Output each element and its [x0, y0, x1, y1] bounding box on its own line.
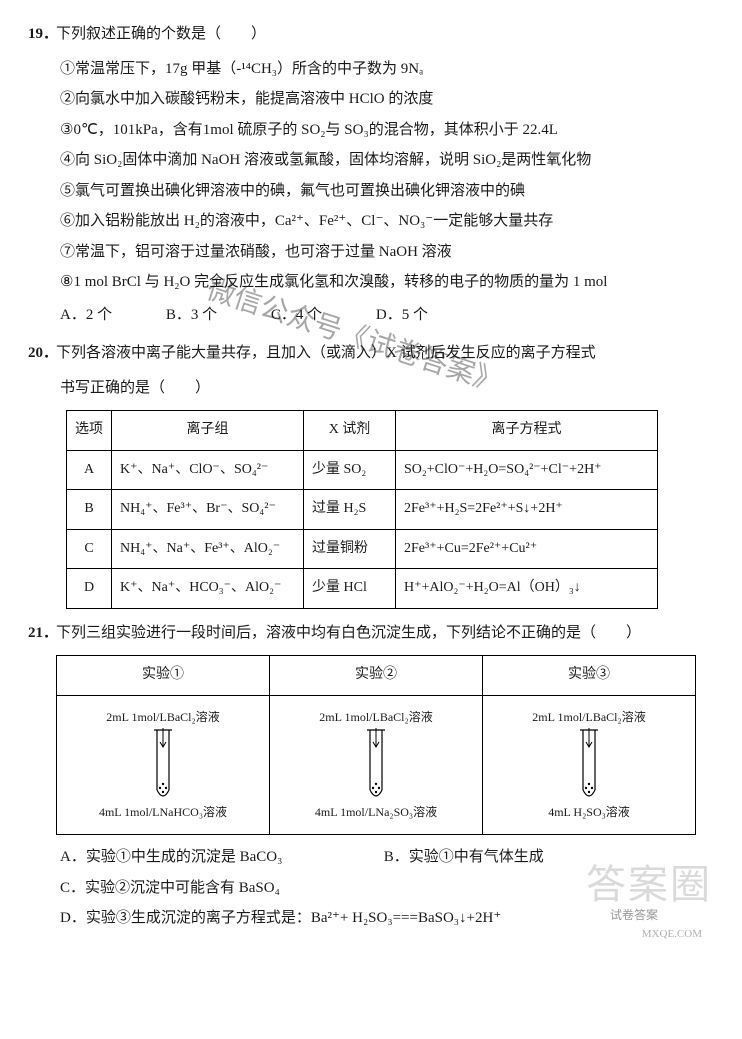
table-header-row: 选项 离子组 X 试剂 离子方程式	[67, 411, 658, 451]
q21-opt-a: A．实验①中生成的沉淀是 BaCO₃	[60, 843, 380, 872]
table-row: C NH₄⁺、Na⁺、Fe³⁺、AlO₂⁻ 过量铜粉 2Fe³⁺+Cu=2Fe²…	[67, 529, 658, 569]
q19-s4: ④向 SiO₂固体中滴加 NaOH 溶液或氢氟酸，固体均溶解，说明 SiO₂是两…	[60, 146, 714, 175]
cell-reagent: 少量 HCl	[304, 569, 396, 609]
cell-ions: NH₄⁺、Fe³⁺、Br⁻、SO₄²⁻	[112, 490, 304, 530]
cell-ions: NH₄⁺、Na⁺、Fe³⁺、AlO₂⁻	[112, 529, 304, 569]
cell-opt: B	[67, 490, 112, 530]
q21-options: A．实验①中生成的沉淀是 BaCO₃ B．实验①中有气体生成 C．实验②沉淀中可…	[60, 843, 714, 933]
q21-opt-b: B．实验①中有气体生成	[384, 843, 544, 872]
q19-stem: 下列叙述正确的个数是（ ）	[56, 26, 266, 42]
q21-opt-c: C．实验②沉淀中可能含有 BaSO₄	[60, 874, 714, 903]
th-option: 选项	[67, 411, 112, 451]
q21-number: 21．	[28, 619, 56, 648]
cell-eq: H⁺+AlO₂⁻+H₂O=Al（OH）₃↓	[396, 569, 658, 609]
q19-opt-a: A．2 个	[60, 301, 112, 330]
th-reagent: X 试剂	[304, 411, 396, 451]
q20-stem-a: 下列各溶液中离子能大量共存，且加入（或滴入）X 试剂后发生反应的离子方程式	[56, 345, 596, 361]
diagram-3: 2mL 1mol/LBaCl₂溶液 4mL H₂SO₃溶液	[487, 700, 691, 830]
exp-head-2: 实验②	[270, 656, 483, 696]
q19-s7: ⑦常温下，铝可溶于过量浓硝酸，也可溶于过量 NaOH 溶液	[60, 238, 714, 267]
exp-head-3: 实验③	[483, 656, 696, 696]
exp-cell-2: 2mL 1mol/LBaCl₂溶液 4mL 1mol/LNa₂SO₃溶液	[270, 696, 483, 835]
ion-table: 选项 离子组 X 试剂 离子方程式 A K⁺、Na⁺、ClO⁻、SO₄²⁻ 少量…	[66, 410, 658, 609]
top-label-3: 2mL 1mol/LBaCl₂溶液	[532, 706, 645, 729]
q19-number: 19．	[28, 20, 56, 49]
q19-s2: ②向氯水中加入碳酸钙粉末，能提高溶液中 HClO 的浓度	[60, 85, 714, 114]
cell-reagent: 过量铜粉	[304, 529, 396, 569]
cell-ions: K⁺、Na⁺、ClO⁻、SO₄²⁻	[112, 450, 304, 490]
exp-head-1: 实验①	[57, 656, 270, 696]
th-ions: 离子组	[112, 411, 304, 451]
exp-cell-3: 2mL 1mol/LBaCl₂溶液 4mL H₂SO₃溶液	[483, 696, 696, 835]
cell-reagent: 过量 H₂S	[304, 490, 396, 530]
q19-options: A．2 个 B．3 个 C．4 个 D．5 个	[60, 301, 714, 330]
bot-label-3: 4mL H₂SO₃溶液	[548, 801, 630, 824]
q19-s3: ③0℃，101kPa，含有1mol 硫原子的 SO₂与 SO₃的混合物，其体积小…	[60, 116, 714, 145]
experiment-table: 实验① 实验② 实验③ 2mL 1mol/LBaCl₂溶液	[56, 655, 696, 835]
q19-opt-c: C．4 个	[271, 301, 322, 330]
cell-opt: D	[67, 569, 112, 609]
q19-opt-b: B．3 个	[166, 301, 217, 330]
exp-diagram-row: 2mL 1mol/LBaCl₂溶液 4mL 1mol/LNaHCO₃溶液	[57, 696, 696, 835]
q19-s1: ①常温常压下，17g 甲基（-¹⁴CH₃）所含的中子数为 9Nₐ	[60, 55, 714, 84]
cell-opt: C	[67, 529, 112, 569]
cell-reagent: 少量 SO₂	[304, 450, 396, 490]
q19-opt-d: D．5 个	[376, 301, 428, 330]
table-row: A K⁺、Na⁺、ClO⁻、SO₄²⁻ 少量 SO₂ SO₂+ClO⁻+H₂O=…	[67, 450, 658, 490]
exp-cell-1: 2mL 1mol/LBaCl₂溶液 4mL 1mol/LNaHCO₃溶液	[57, 696, 270, 835]
question-20: 20．下列各溶液中离子能大量共存，且加入（或滴入）X 试剂后发生反应的离子方程式	[28, 339, 714, 368]
test-tube-icon	[148, 728, 178, 808]
question-21: 21．下列三组实验进行一段时间后，溶液中均有白色沉淀生成，下列结论不正确的是（ …	[28, 619, 714, 648]
q20-stem-b: 书写正确的是（ ）	[60, 374, 714, 403]
cell-ions: K⁺、Na⁺、HCO₃⁻、AlO₂⁻	[112, 569, 304, 609]
bot-label-1: 4mL 1mol/LNaHCO₃溶液	[99, 801, 227, 824]
test-tube-icon	[361, 728, 391, 808]
test-tube-icon	[574, 728, 604, 808]
q21-opt-d: D．实验③生成沉淀的离子方程式是：Ba²⁺+ H₂SO₃===BaSO₃↓+2H…	[60, 904, 714, 933]
q20-number: 20．	[28, 339, 56, 368]
table-row: B NH₄⁺、Fe³⁺、Br⁻、SO₄²⁻ 过量 H₂S 2Fe³⁺+H₂S=2…	[67, 490, 658, 530]
th-equation: 离子方程式	[396, 411, 658, 451]
cell-eq: SO₂+ClO⁻+H₂O=SO₄²⁻+Cl⁻+2H⁺	[396, 450, 658, 490]
q19-s5: ⑤氯气可置换出碘化钾溶液中的碘，氟气也可置换出碘化钾溶液中的碘	[60, 177, 714, 206]
q21-stem: 下列三组实验进行一段时间后，溶液中均有白色沉淀生成，下列结论不正确的是（ ）	[56, 625, 641, 641]
q19-s6: ⑥加入铝粉能放出 H₂的溶液中，Ca²⁺、Fe²⁺、Cl⁻、NO₃⁻一定能够大量…	[60, 207, 714, 236]
cell-eq: 2Fe³⁺+H₂S=2Fe²⁺+S↓+2H⁺	[396, 490, 658, 530]
diagram-2: 2mL 1mol/LBaCl₂溶液 4mL 1mol/LNa₂SO₃溶液	[274, 700, 478, 830]
table-row: D K⁺、Na⁺、HCO₃⁻、AlO₂⁻ 少量 HCl H⁺+AlO₂⁻+H₂O…	[67, 569, 658, 609]
cell-opt: A	[67, 450, 112, 490]
bot-label-2: 4mL 1mol/LNa₂SO₃溶液	[315, 801, 437, 824]
question-19: 19．下列叙述正确的个数是（ ）	[28, 20, 714, 49]
q21-line-ab: A．实验①中生成的沉淀是 BaCO₃ B．实验①中有气体生成	[60, 843, 714, 872]
top-label-2: 2mL 1mol/LBaCl₂溶液	[319, 706, 432, 729]
top-label-1: 2mL 1mol/LBaCl₂溶液	[106, 706, 219, 729]
q19-s8: ⑧1 mol BrCl 与 H₂O 完全反应生成氯化氢和次溴酸，转移的电子的物质…	[60, 268, 714, 297]
diagram-1: 2mL 1mol/LBaCl₂溶液 4mL 1mol/LNaHCO₃溶液	[61, 700, 265, 830]
exp-header-row: 实验① 实验② 实验③	[57, 656, 696, 696]
cell-eq: 2Fe³⁺+Cu=2Fe²⁺+Cu²⁺	[396, 529, 658, 569]
